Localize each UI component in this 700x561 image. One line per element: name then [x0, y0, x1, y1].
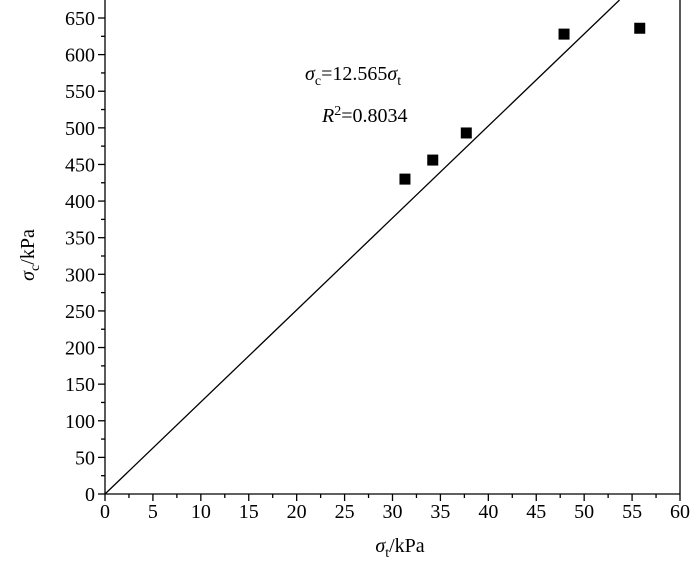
- y-axis-label: σc/kPa: [17, 229, 43, 281]
- point: [460, 127, 472, 139]
- y-tick-label: 50: [75, 447, 95, 469]
- y-tick-label: 600: [65, 45, 95, 67]
- text-part: c: [315, 74, 321, 89]
- x-tick-label: 30: [383, 501, 403, 523]
- text-part: t: [385, 546, 389, 561]
- y-tick-label: 200: [65, 338, 95, 360]
- text-part: R: [321, 105, 334, 127]
- y-tick-label: 350: [65, 228, 95, 250]
- annotation: R2=0.8034: [321, 104, 408, 127]
- text-part: σ: [305, 63, 316, 85]
- y-tick-label: 650: [65, 8, 95, 30]
- y-tick-label: 300: [65, 264, 95, 286]
- annotation: σc=12.565σt: [305, 63, 401, 89]
- x-tick-label: 50: [574, 501, 594, 523]
- x-tick-label: 5: [148, 501, 158, 523]
- text-part: /kPa: [389, 535, 425, 557]
- x-tick-label: 20: [287, 501, 307, 523]
- x-tick-label: 10: [191, 501, 211, 523]
- x-tick-label: 25: [335, 501, 355, 523]
- y-tick-label: 450: [65, 154, 95, 176]
- text-part: /kPa: [17, 229, 39, 265]
- text-part: =0.8034: [341, 105, 407, 127]
- point: [399, 173, 411, 185]
- point: [427, 154, 439, 166]
- text-part: σ: [17, 270, 39, 281]
- point: [558, 28, 570, 40]
- text-part: t: [397, 74, 401, 89]
- y-tick-label: 550: [65, 81, 95, 103]
- text-part: =12.565: [321, 63, 387, 85]
- text-part: 2: [334, 104, 341, 119]
- y-tick-label: 400: [65, 191, 95, 213]
- point: [634, 22, 646, 34]
- x-tick-label: 45: [526, 501, 546, 523]
- x-tick-label: 55: [622, 501, 642, 523]
- y-tick-label: 100: [65, 411, 95, 433]
- text-part: σ: [375, 535, 386, 557]
- text-part: c: [28, 265, 43, 271]
- text-part: σ: [387, 63, 398, 85]
- fit-line: [104, 0, 620, 495]
- y-tick-label: 150: [65, 374, 95, 396]
- x-tick-label: 0: [100, 501, 110, 523]
- x-tick-label: 35: [430, 501, 450, 523]
- y-tick-label: 0: [85, 484, 95, 506]
- x-tick-label: 60: [670, 501, 690, 523]
- x-tick-label: 40: [478, 501, 498, 523]
- y-tick-label: 250: [65, 301, 95, 323]
- x-tick-label: 15: [239, 501, 259, 523]
- y-tick-label: 500: [65, 118, 95, 140]
- x-axis-label: σt/kPa: [375, 535, 424, 561]
